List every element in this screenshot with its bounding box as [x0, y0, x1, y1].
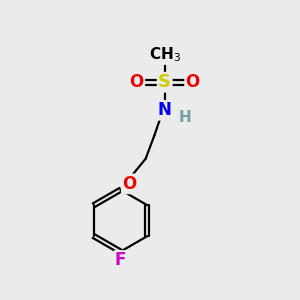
Text: H: H — [179, 110, 192, 125]
Text: O: O — [122, 175, 136, 193]
Text: S: S — [158, 73, 171, 91]
Text: F: F — [115, 251, 126, 269]
Text: N: N — [158, 101, 172, 119]
Text: O: O — [186, 73, 200, 91]
Text: O: O — [130, 73, 144, 91]
Text: CH$_3$: CH$_3$ — [149, 45, 181, 64]
